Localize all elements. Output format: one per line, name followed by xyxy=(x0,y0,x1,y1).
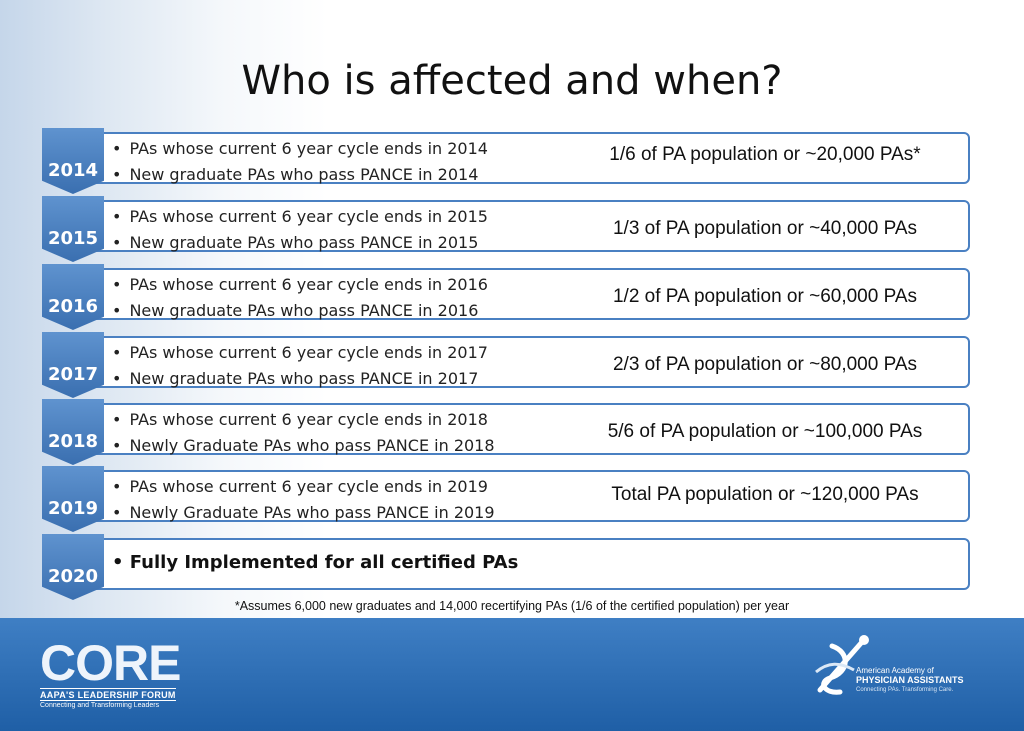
population-stat: 1/3 of PA population or ~40,000 PAs xyxy=(612,218,918,239)
page-title: Who is affected and when? xyxy=(241,58,783,104)
aapa-line-1: American Academy of xyxy=(856,666,934,675)
core-logo: CORE AAPA'S LEADERSHIP FORUM Connecting … xyxy=(40,635,181,710)
population-stat: 2/3 of PA population or ~80,000 PAs xyxy=(612,354,918,375)
bullet-list: PAs whose current 6 year cycle ends in 2… xyxy=(112,136,488,188)
timeline-row-2018: 2018 PAs whose current 6 year cycle ends… xyxy=(0,399,1024,465)
timeline-row-2019: 2019 PAs whose current 6 year cycle ends… xyxy=(0,466,1024,532)
timeline-row-2020: 2020 Fully Implemented for all certified… xyxy=(0,534,1024,600)
year-label: 2020 xyxy=(47,566,99,587)
bullet-list: PAs whose current 6 year cycle ends in 2… xyxy=(112,272,488,324)
year-chevron xyxy=(42,128,104,194)
core-logo-tagline: AAPA'S LEADERSHIP FORUM xyxy=(40,688,176,700)
aapa-wordmark: American Academy of PHYSICIAN ASSISTANTS… xyxy=(856,666,964,695)
bullet-item: New graduate PAs who pass PANCE in 2014 xyxy=(112,162,488,188)
timeline-row-2017: 2017 PAs whose current 6 year cycle ends… xyxy=(0,332,1024,398)
population-stat: 5/6 of PA population or ~100,000 PAs xyxy=(607,421,923,442)
bullet-item: New graduate PAs who pass PANCE in 2015 xyxy=(112,230,488,256)
year-label: 2018 xyxy=(47,431,99,452)
year-chevron xyxy=(42,196,104,262)
bullet-item: PAs whose current 6 year cycle ends in 2… xyxy=(112,474,495,500)
core-logo-subtagline: Connecting and Transforming Leaders xyxy=(40,700,176,709)
population-stat: 1/6 of PA population or ~20,000 PAs* xyxy=(609,144,921,165)
year-chevron xyxy=(42,466,104,532)
bullet-list: PAs whose current 6 year cycle ends in 2… xyxy=(112,474,495,526)
year-label: 2016 xyxy=(47,296,99,317)
population-stat: Total PA population or ~120,000 PAs xyxy=(611,484,919,505)
bullet-item: New graduate PAs who pass PANCE in 2017 xyxy=(112,366,488,392)
timeline-row-2016: 2016 PAs whose current 6 year cycle ends… xyxy=(0,264,1024,330)
bullet-list: PAs whose current 6 year cycle ends in 2… xyxy=(112,340,488,392)
footnote: *Assumes 6,000 new graduates and 14,000 … xyxy=(234,599,790,613)
bullet-item: Newly Graduate PAs who pass PANCE in 201… xyxy=(112,500,494,526)
bullet-item: PAs whose current 6 year cycle ends in 2… xyxy=(112,136,488,162)
population-stat: 1/2 of PA population or ~60,000 PAs xyxy=(612,286,918,307)
year-chevron xyxy=(42,264,104,330)
bullet-item: PAs whose current 6 year cycle ends in 2… xyxy=(112,272,488,298)
bullet-item: New graduate PAs who pass PANCE in 2016 xyxy=(112,298,488,324)
year-chevron xyxy=(42,534,104,600)
bullet-item: Fully Implemented for all certified PAs xyxy=(112,552,519,573)
timeline-row-2014: 2014 PAs whose current 6 year cycle ends… xyxy=(0,128,1024,194)
bullet-item: PAs whose current 6 year cycle ends in 2… xyxy=(112,340,488,366)
year-label: 2019 xyxy=(47,498,99,519)
bullet-list: PAs whose current 6 year cycle ends in 2… xyxy=(112,204,488,256)
bullet-list: PAs whose current 6 year cycle ends in 2… xyxy=(112,407,495,459)
aapa-line-3: Connecting PAs. Transforming Care. xyxy=(856,687,954,693)
aapa-line-2: PHYSICIAN ASSISTANTS xyxy=(856,675,964,685)
bullet-item: PAs whose current 6 year cycle ends in 2… xyxy=(112,204,488,230)
core-logo-word: CORE xyxy=(40,635,181,691)
footer-band xyxy=(0,618,1024,731)
year-label: 2014 xyxy=(47,160,99,181)
aapa-logo-icon xyxy=(815,635,869,695)
bullet-item: PAs whose current 6 year cycle ends in 2… xyxy=(112,407,495,433)
year-chevron xyxy=(42,332,104,398)
year-chevron xyxy=(42,399,104,465)
year-label: 2015 xyxy=(47,228,99,249)
bullet-item: Newly Graduate PAs who pass PANCE in 201… xyxy=(112,433,494,459)
timeline-row-2015: 2015 PAs whose current 6 year cycle ends… xyxy=(0,196,1024,262)
year-label: 2017 xyxy=(47,364,99,385)
